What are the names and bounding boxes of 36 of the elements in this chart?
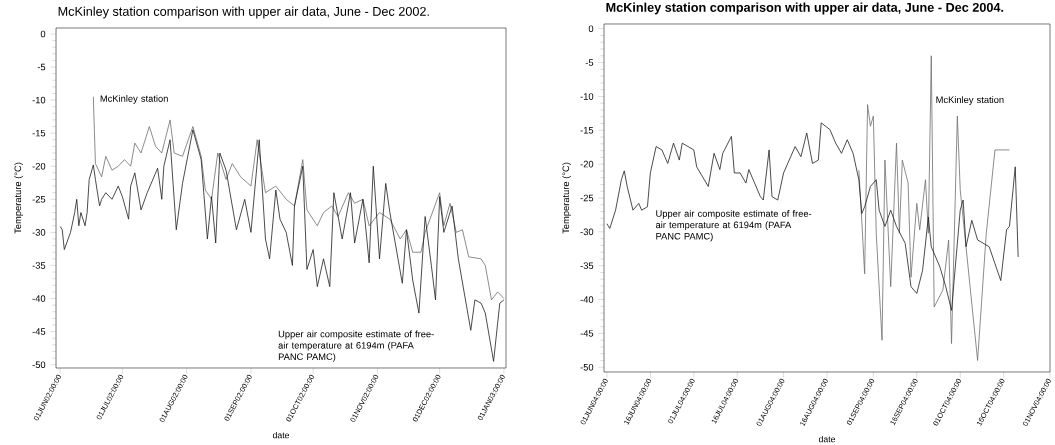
line-series <box>606 122 1019 311</box>
y-tick-label: -35 <box>580 262 594 269</box>
y-tick-label: -20 <box>32 162 46 170</box>
line-series <box>858 55 1010 361</box>
y-tick-label: -45 <box>32 328 46 335</box>
y-tick-label: -50 <box>580 363 594 371</box>
y-tick-label: -45 <box>580 330 594 337</box>
y-tick-label: -50 <box>32 361 46 368</box>
y-tick-label: -10 <box>580 93 594 100</box>
chart-title: McKinley station comparison with upper air data, June - Dec 2004. <box>606 2 1004 15</box>
series-label: McKinley station <box>100 95 168 104</box>
y-tick-label: -10 <box>32 96 46 104</box>
y-tick-label: -5 <box>585 59 594 66</box>
y-tick-label: 0 <box>40 30 46 38</box>
series-label: McKinley station <box>936 96 1004 105</box>
y-tick-label: -25 <box>32 196 46 203</box>
y-tick-label: -40 <box>32 295 46 302</box>
x-axis-title: date <box>272 431 290 439</box>
y-tick-label: -35 <box>32 262 46 269</box>
y-tick-label: -5 <box>37 63 46 71</box>
y-tick-label: -30 <box>580 228 594 236</box>
y-tick-label: -30 <box>32 229 46 236</box>
y-tick-label: -25 <box>580 194 594 202</box>
y-tick-label: -15 <box>580 127 594 134</box>
chart-title: McKinley station comparison with upper air data, June - Dec 2002. <box>58 6 429 19</box>
y-tick-label: -20 <box>580 160 594 168</box>
line-series <box>92 96 505 301</box>
y-tick-label: -15 <box>32 129 46 137</box>
series-label: Upper air composite estimate of free-air temperature at 6194m (PAFA PANC PAMC) <box>655 210 812 242</box>
y-axis-title: Temperature (°C) <box>14 162 23 234</box>
y-tick-label: -40 <box>580 296 594 303</box>
text: Upper air composite estimate of free-air temperature at 6194m (PAFA PANC PAMC) <box>278 330 434 362</box>
y-axis-title: Temperature (°C) <box>562 162 571 234</box>
y-tick-label: 0 <box>588 25 594 33</box>
line-series <box>59 129 505 362</box>
x-axis-title: date <box>818 435 836 443</box>
